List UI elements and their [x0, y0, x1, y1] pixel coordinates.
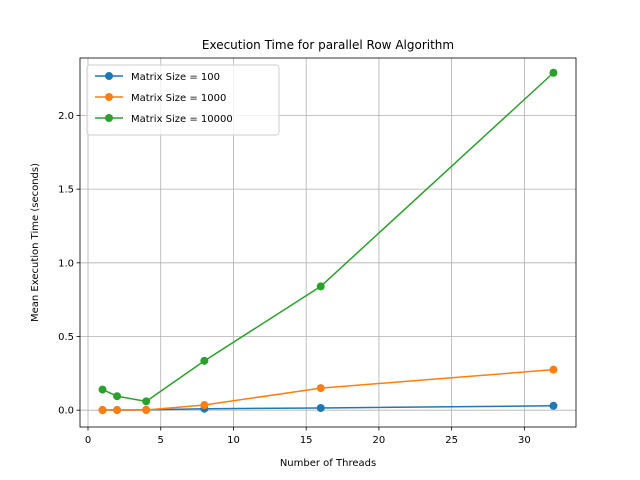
x-tick-label: 15 — [300, 435, 313, 446]
legend-marker — [105, 72, 113, 80]
data-point — [113, 406, 122, 415]
series-layer — [98, 68, 558, 415]
data-point — [549, 365, 558, 374]
legend-marker — [105, 93, 113, 101]
plot-frame — [79, 57, 577, 428]
data-point — [316, 282, 325, 291]
data-point — [142, 397, 151, 406]
data-point — [316, 403, 325, 412]
x-tick-label: 0 — [85, 435, 91, 446]
x-tick-label: 10 — [227, 435, 240, 446]
legend-marker — [105, 114, 113, 122]
data-point — [98, 406, 107, 415]
y-tick-label: 0.5 — [58, 332, 74, 343]
data-point — [549, 401, 558, 410]
chart-title: Execution Time for parallel Row Algorith… — [202, 38, 454, 52]
x-tick-label: 30 — [518, 435, 531, 446]
data-point — [316, 384, 325, 393]
y-tick-label: 1.0 — [58, 258, 74, 269]
x-tick-label: 5 — [158, 435, 164, 446]
legend: Matrix Size = 100 Matrix Size = 1000 Matri… — [86, 64, 280, 136]
y-tick-label: 0.0 — [58, 406, 74, 417]
x-tick-label: 25 — [445, 435, 458, 446]
legend-label: Matrix Size = 10000 — [131, 114, 233, 125]
data-point — [200, 356, 209, 365]
y-tick-label: 2.0 — [58, 111, 74, 122]
x-tick-label: 20 — [373, 435, 386, 446]
legend-label: Matrix Size = 100 — [131, 72, 220, 83]
legend-label: Matrix Size = 1000 — [131, 93, 226, 104]
y-axis-label: Mean Execution Time (seconds) — [30, 163, 41, 322]
legend-box — [86, 64, 280, 136]
data-point — [98, 385, 107, 394]
data-point — [549, 68, 558, 77]
y-tick-label: 1.5 — [58, 185, 74, 196]
x-axis-label: Number of Threads — [280, 458, 376, 469]
ticks: 0 5 10 15 20 25 30 0.0 0.5 1.0 1.5 2.0 — [58, 111, 531, 446]
data-point — [200, 401, 209, 410]
data-point — [113, 392, 122, 401]
data-point — [142, 406, 151, 415]
